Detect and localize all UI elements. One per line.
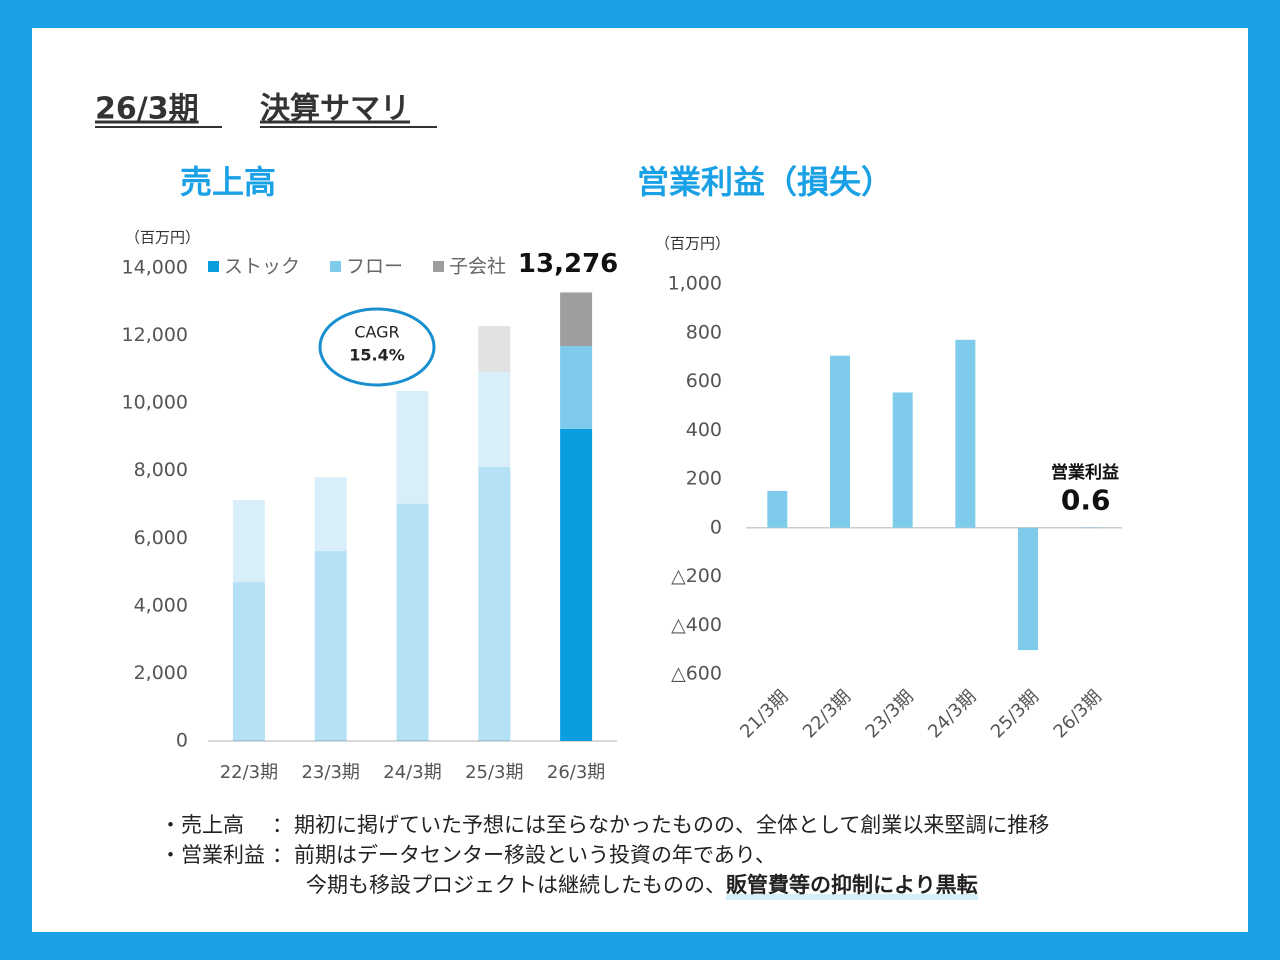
cagr-value: 15.4% (349, 346, 405, 365)
x-tick-label: 23/3期 (862, 686, 918, 742)
bar-segment (232, 582, 265, 741)
bar (892, 392, 913, 528)
y-tick-label: 0 (176, 730, 188, 752)
legend-swatch (433, 261, 444, 272)
bar-segment (560, 292, 593, 347)
chart-title: 売上高 (180, 163, 276, 201)
note-emphasis: 販管費等の抑制により黒転 (726, 870, 978, 900)
note-sep: ： (272, 843, 293, 867)
slide-title-period: 26/3期 (95, 92, 199, 127)
y-tick-label: 600 (686, 370, 722, 392)
y-tick-label: 400 (686, 419, 722, 441)
bar (955, 339, 976, 528)
legend-label: 子会社 (449, 256, 506, 278)
y-tick-label: 200 (686, 468, 722, 490)
x-tick-label: 24/3期 (924, 686, 980, 742)
y-tick-label: 10,000 (122, 392, 188, 414)
bar-segment (396, 390, 429, 504)
bar-segment (314, 477, 347, 552)
cagr-label: CAGR (354, 323, 399, 342)
x-tick-label: 21/3期 (736, 686, 792, 742)
y-tick-label: 14,000 (122, 257, 188, 279)
y-tick-label: △200 (671, 565, 722, 587)
chart-title: 営業利益（損失） (637, 163, 893, 201)
bar-segment (314, 551, 347, 741)
y-tick-label: 2,000 (134, 662, 188, 684)
note-sep: ： (272, 813, 293, 837)
x-tick-label: 24/3期 (383, 762, 441, 783)
x-tick-label: 26/3期 (547, 762, 605, 783)
y-tick-label: 800 (686, 321, 722, 343)
y-tick-label: 0 (710, 516, 722, 538)
y-tick-label: 12,000 (122, 324, 188, 346)
bar-segment (478, 372, 511, 467)
legend-label: フロー (346, 256, 403, 278)
bar-segment (478, 326, 511, 373)
x-tick-label: 25/3期 (987, 686, 1043, 742)
y-tick-label: 6,000 (134, 527, 188, 549)
y-unit: （百万円） (125, 229, 200, 247)
legend-label: ストック (224, 256, 300, 278)
note-label: ・営業利益 (160, 843, 265, 867)
x-tick-label: 22/3期 (220, 762, 278, 783)
note-text: 期初に掲げていた予想には至らなかったものの、全体として創業以来堅調に推移 (294, 813, 1050, 837)
slide-body (32, 28, 1248, 932)
note-text: 前期はデータセンター移設という投資の年であり、 (294, 843, 776, 867)
legend-swatch (330, 261, 341, 272)
x-tick-label: 22/3期 (799, 686, 855, 742)
cagr-circle (318, 307, 436, 387)
annotation: 営業利益 (1051, 462, 1119, 483)
note-label: ・売上高 (160, 813, 244, 837)
total-label: 13,276 (518, 249, 618, 279)
bar (1080, 527, 1101, 529)
note-line: 今期も移設プロジェクトは継続したものの、 販管費等の抑制により黒転 (160, 870, 1049, 900)
y-tick-label: 1,000 (668, 273, 722, 295)
y-tick-label: 8,000 (134, 459, 188, 481)
note-line: ・営業利益 ：前期はデータセンター移設という投資の年であり、 (160, 840, 1049, 870)
bar-segment (232, 500, 265, 583)
bar-segment (478, 466, 511, 741)
slide-title: 決算サマリ (260, 92, 410, 127)
y-tick-label: 4,000 (134, 594, 188, 616)
notes: ・売上高 ：期初に掲げていた予想には至らなかったものの、全体として創業以来堅調に推… (160, 810, 1049, 900)
bar (767, 490, 788, 528)
value-label: 0.6 (1061, 484, 1111, 517)
y-unit: （百万円） (655, 235, 730, 253)
x-tick-label: 23/3期 (301, 762, 359, 783)
bar-segment (396, 503, 429, 741)
y-tick-label: △400 (671, 614, 722, 636)
x-tick-label: 25/3期 (465, 762, 523, 783)
note-line: ・売上高 ：期初に掲げていた予想には至らなかったものの、全体として創業以来堅調に推… (160, 810, 1049, 840)
x-tick-label: 26/3期 (1050, 686, 1106, 742)
y-tick-label: △600 (671, 663, 722, 685)
bar (830, 355, 850, 528)
bar (1018, 527, 1038, 651)
legend-swatch (208, 261, 219, 272)
note-text: 今期も移設プロジェクトは継続したものの、 (306, 873, 726, 897)
bar-segment (560, 428, 593, 741)
bar-segment (560, 346, 593, 429)
